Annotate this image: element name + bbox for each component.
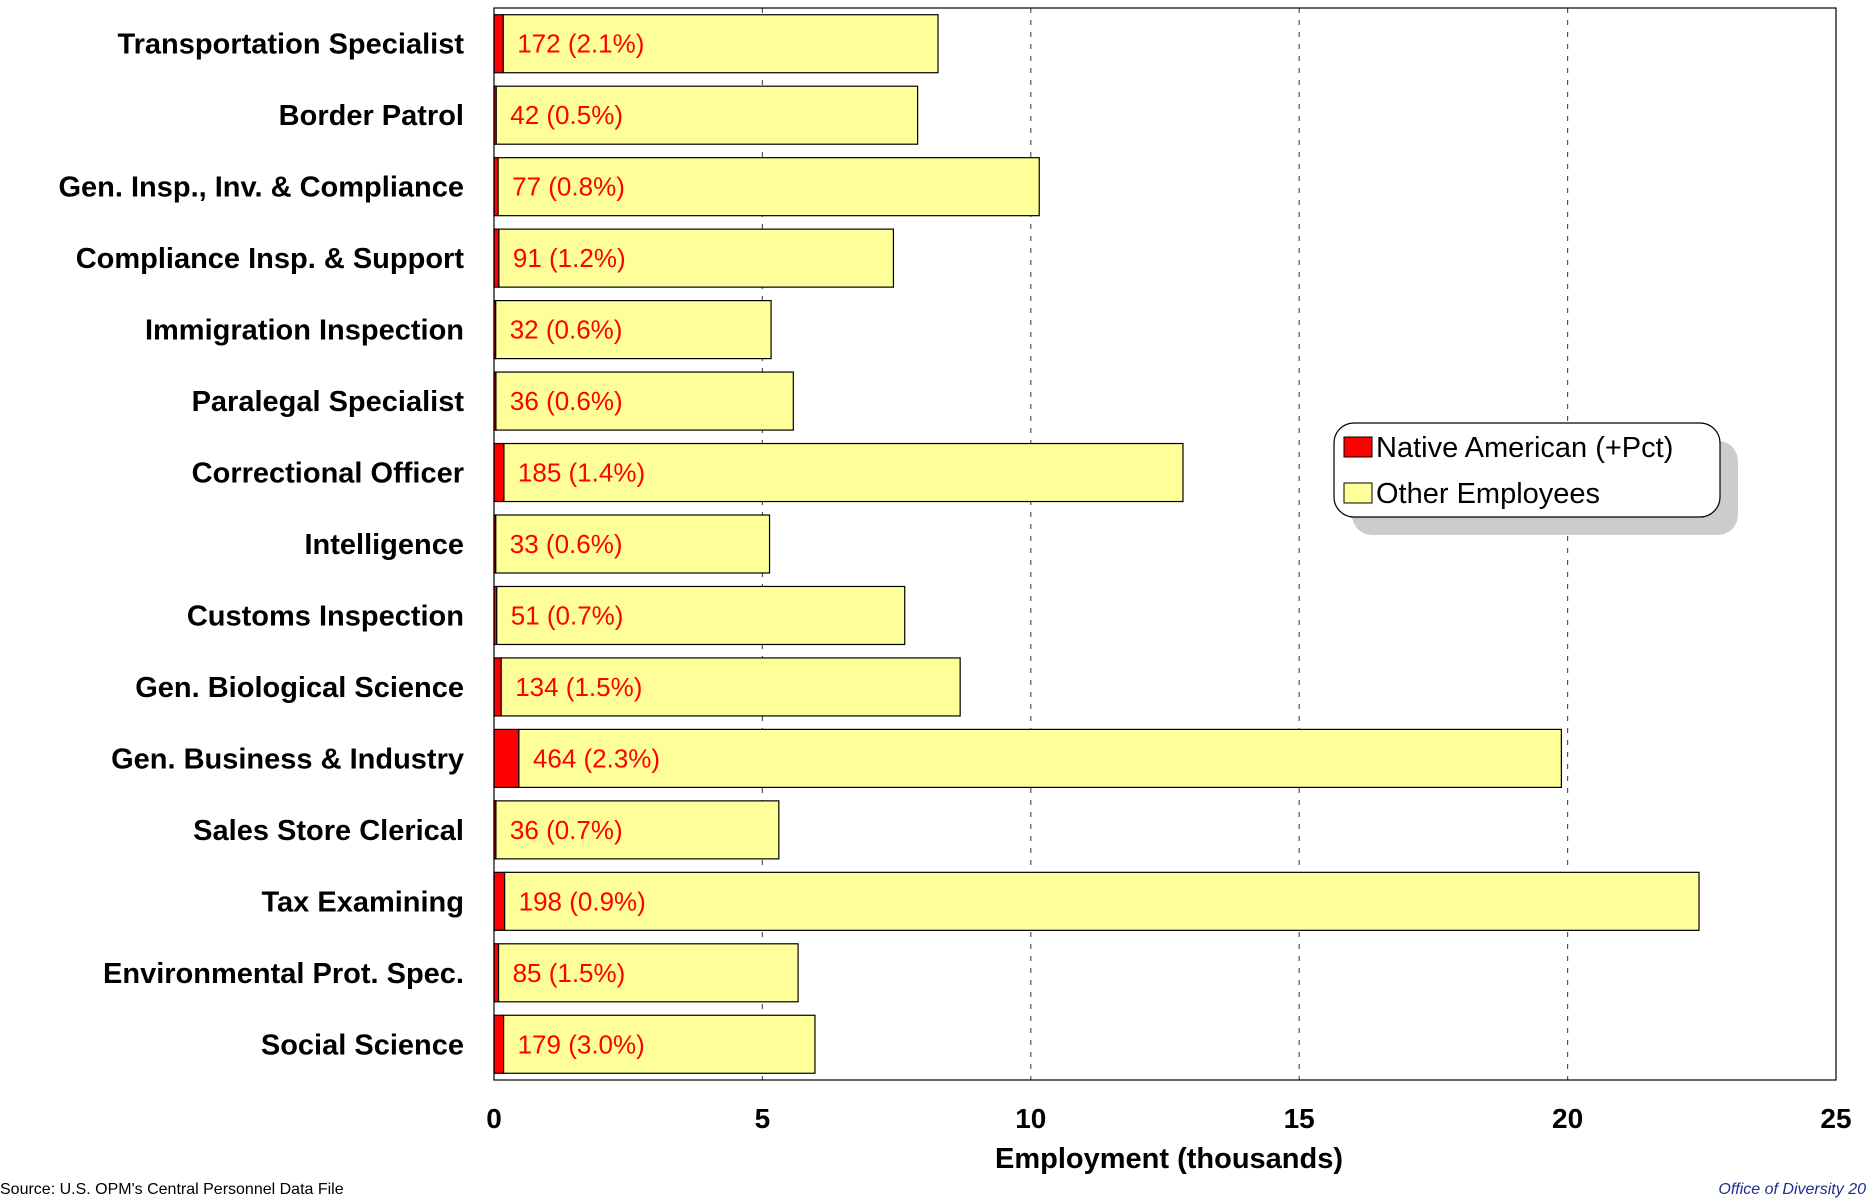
data-label: 198 (0.9%) [519,886,646,916]
bar-other-employees-3 [498,228,895,288]
y-tick-label: Sales Store Clerical [193,815,464,847]
y-tick-label: Gen. Insp., Inv. & Compliance [58,172,464,204]
y-tick-label: Compliance Insp. & Support [76,243,465,275]
data-label: 32 (0.6%) [510,315,623,345]
bar-native-american-12 [493,871,506,931]
bar-native-american-14 [493,1014,505,1074]
legend: Native American (+Pct) Other Employees [1333,422,1738,535]
bar-other-employees-12 [504,871,1700,931]
y-tick-label: Paralegal Specialist [192,386,465,418]
bar-other-employees-2 [497,157,1040,217]
y-tick-label: Gen. Business & Industry [111,743,464,775]
y-tick-label: Customs Inspection [187,600,464,632]
x-tick-label-0: 0 [486,1103,502,1134]
y-tick-label: Gen. Biological Science [135,672,464,704]
data-label: 172 (2.1%) [517,29,644,59]
legend-box [1333,422,1721,518]
data-label: 51 (0.7%) [511,600,624,630]
data-label: 91 (1.2%) [513,243,626,273]
bar-native-american-10 [493,728,520,789]
y-tick-label: Environmental Prot. Spec. [103,958,464,990]
bar-other-employees-1 [495,85,919,145]
bar-native-american-9 [493,657,502,717]
y-tick-label: Social Science [261,1029,464,1061]
bar-other-employees-5 [495,371,794,431]
y-tick-label: Immigration Inspection [145,315,464,347]
axes: 0 5 10 15 20 25 Employment (thousands) Transpor… [58,7,1852,1175]
legend-swatch-0 [1343,436,1373,458]
bar-native-american-6 [493,442,505,503]
bar-other-employees-7 [495,514,771,574]
x-tick-label-25: 25 [1820,1103,1851,1134]
bar-other-employees-4 [495,300,772,360]
x-tick-label-20: 20 [1552,1103,1583,1134]
bar-other-employees-6 [503,442,1184,503]
x-axis-title: Employment (thousands) [995,1143,1343,1175]
data-label: 36 (0.7%) [510,815,623,845]
bar-other-employees-9 [500,657,961,717]
bar-other-employees-14 [503,1014,816,1074]
bar-native-american-3 [493,228,500,288]
plot-frame [493,7,1837,1081]
bar-other-employees-13 [497,943,799,1003]
data-label: 42 (0.5%) [510,100,623,130]
x-tick-label-15: 15 [1284,1103,1315,1134]
source-note: Source: U.S. OPM's Central Personnel Dat… [0,1181,344,1198]
bar-other-employees-8 [496,585,906,646]
y-tick-label: Correctional Officer [192,458,464,490]
y-tick-label: Intelligence [304,529,464,561]
data-label: 77 (0.8%) [512,172,625,202]
y-tick-label: Border Patrol [279,100,464,132]
y-tick-label: Tax Examining [261,886,464,918]
bar-native-american-0 [493,14,504,74]
legend-swatch-1 [1343,482,1373,504]
x-tick-label-5: 5 [755,1103,771,1134]
bars [493,14,1700,1074]
data-labels: 172 (2.1%) 42 (0.5%) 77 (0.8%) 91 (1.2%) 32 … [510,29,660,1060]
legend-label-1: Other Employees [1376,478,1600,510]
x-tick-label-10: 10 [1015,1103,1046,1134]
data-label: 33 (0.6%) [510,529,623,559]
data-label: 134 (1.5%) [515,672,642,702]
data-label: 85 (1.5%) [513,958,626,988]
bar-other-employees-11 [495,800,780,860]
data-label: 36 (0.6%) [510,386,623,416]
bar-other-employees-10 [518,728,1562,789]
bar-native-american-13 [493,943,500,1003]
data-label: 185 (1.4%) [518,458,645,488]
bar-native-american-2 [493,157,499,217]
bar-other-employees-0 [502,14,939,74]
data-label: 464 (2.3%) [533,743,660,773]
y-tick-label: Transportation Specialist [118,29,465,61]
data-label: 179 (3.0%) [518,1029,645,1059]
legend-label-0: Native American (+Pct) [1376,432,1673,464]
footer-right-text: Office of Diversity 20 [1718,1181,1866,1198]
